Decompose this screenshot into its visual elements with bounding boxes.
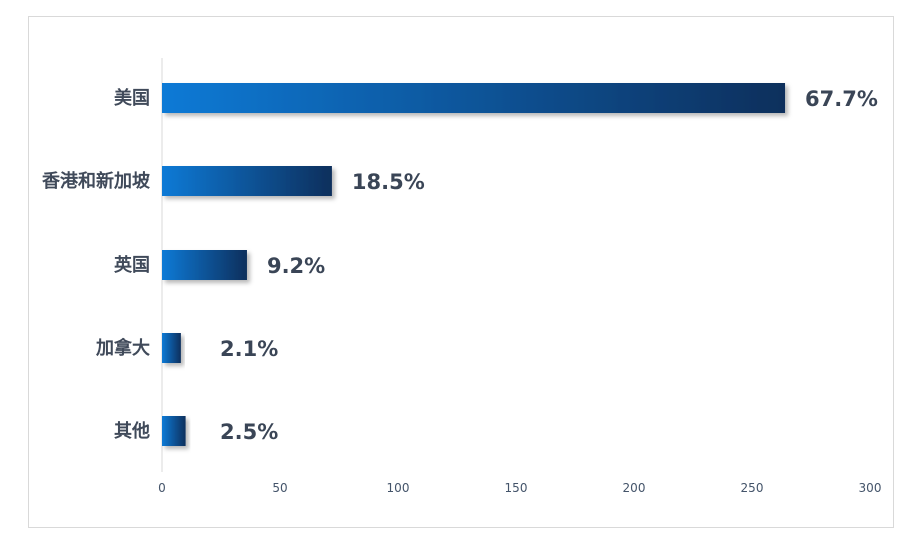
x-tick-label: 150 <box>505 481 528 495</box>
x-tick-label: 300 <box>859 481 882 495</box>
data-label: 67.7% <box>805 87 878 111</box>
category-label: 加拿大 <box>95 337 150 359</box>
x-tick-label: 250 <box>741 481 764 495</box>
data-label: 2.1% <box>220 337 278 361</box>
x-tick-label: 100 <box>387 481 410 495</box>
bar-2 <box>162 250 247 280</box>
data-label: 9.2% <box>267 254 325 278</box>
bar-4 <box>162 416 186 446</box>
category-label: 英国 <box>113 254 150 276</box>
bar-0 <box>162 83 786 113</box>
category-label: 其他 <box>114 420 150 442</box>
data-label: 18.5% <box>352 170 425 194</box>
category-label: 香港和新加坡 <box>41 170 151 192</box>
category-label: 美国 <box>114 87 150 109</box>
x-tick-label: 50 <box>272 481 287 495</box>
x-tick-label: 0 <box>158 481 166 495</box>
bar-3 <box>162 333 181 363</box>
data-label: 2.5% <box>220 420 278 444</box>
x-tick-label: 200 <box>623 481 646 495</box>
bar-1 <box>162 166 332 196</box>
